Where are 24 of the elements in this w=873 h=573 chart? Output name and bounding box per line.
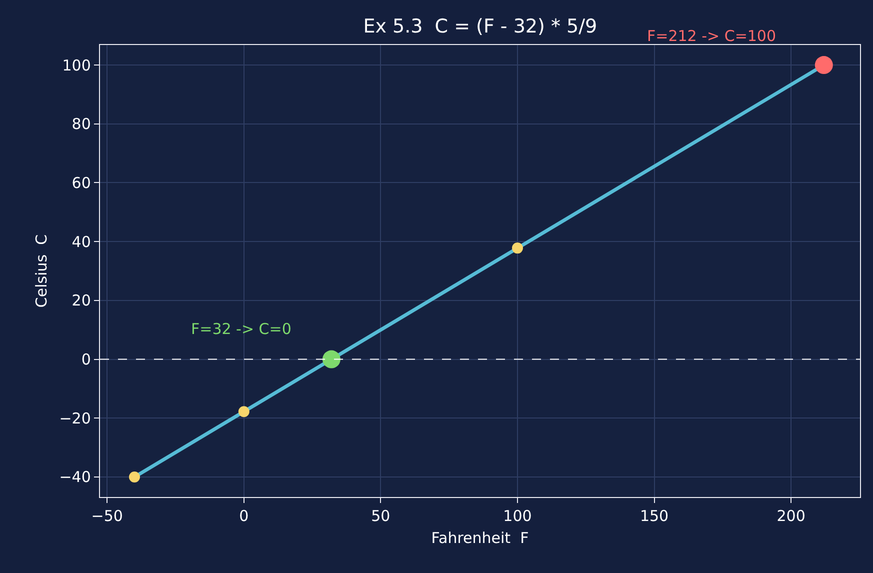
annotation: F=32 -> C=0	[191, 320, 292, 338]
x-tick-label: 50	[371, 507, 390, 526]
y-tick-label: 60	[72, 174, 91, 192]
y-tick-label: 80	[72, 115, 91, 134]
point	[512, 242, 523, 254]
x-tick-label: 100	[503, 507, 532, 526]
x-axis-title: Fahrenheit F	[431, 529, 529, 548]
annotation: F=212 -> C=100	[647, 27, 776, 45]
point	[322, 350, 340, 368]
point	[128, 471, 140, 482]
y-axis-title: Celsius C	[32, 234, 50, 308]
x-tick-label: 0	[239, 507, 249, 526]
chart-title: Ex 5.3 C = (F - 32) * 5/9	[363, 15, 598, 38]
y-tick-label: 0	[81, 350, 91, 369]
y-tick-label: −40	[59, 468, 91, 486]
x-tick-label: −50	[91, 507, 123, 526]
x-tick-label: 150	[640, 507, 669, 526]
y-tick-label: 100	[62, 56, 91, 74]
point	[814, 56, 833, 74]
y-tick-label: 20	[72, 292, 91, 310]
y-tick-label: −20	[59, 409, 91, 428]
x-tick-label: 200	[776, 507, 806, 526]
y-tick-label: 40	[72, 232, 91, 251]
point	[238, 406, 250, 418]
